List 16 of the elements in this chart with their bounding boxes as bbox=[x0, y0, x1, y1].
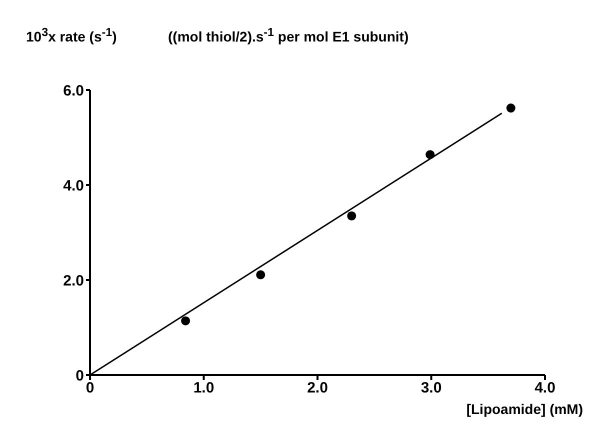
x-tick-label: 4.0 bbox=[534, 380, 556, 397]
point bbox=[256, 270, 266, 280]
y-tick-label: 4.0 bbox=[63, 177, 84, 194]
x-axis-title: [Lipoamide] (mM) bbox=[466, 401, 583, 417]
point bbox=[426, 150, 435, 160]
y-axis-title: 10$^{3}$x rate (s$^{-1}$) bbox=[26, 26, 117, 45]
point bbox=[347, 211, 356, 220]
y-tick-label: 0 bbox=[76, 367, 84, 384]
x-tick-label: 1.0 bbox=[193, 380, 214, 397]
y-tick-label: 2.0 bbox=[63, 272, 84, 290]
point bbox=[181, 316, 190, 326]
x-tick-label: 2.0 bbox=[307, 380, 328, 397]
x-tick-label: 3.0 bbox=[420, 380, 442, 397]
chart-subtitle: ((mol thiol/2).s$^{-1}$ per mol E1 subunit) bbox=[168, 26, 409, 45]
y-tick-label: 6.0 bbox=[63, 82, 84, 100]
point bbox=[506, 104, 516, 113]
